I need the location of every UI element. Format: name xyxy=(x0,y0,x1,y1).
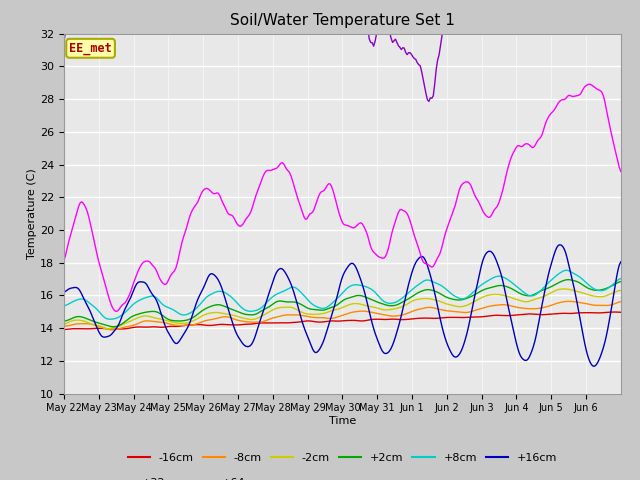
-2cm xyxy=(60,321,68,327)
Legend: +32cm, +64cm: +32cm, +64cm xyxy=(106,474,267,480)
+16cm xyxy=(60,289,68,295)
Line: +8cm: +8cm xyxy=(64,270,621,319)
Line: -8cm: -8cm xyxy=(64,301,621,330)
+8cm xyxy=(97,310,104,316)
+16cm xyxy=(346,261,354,267)
+16cm xyxy=(79,294,87,300)
+32cm xyxy=(458,181,466,187)
-8cm xyxy=(617,299,625,305)
+8cm xyxy=(458,296,466,302)
-16cm xyxy=(97,325,104,331)
+2cm xyxy=(616,279,623,285)
-16cm xyxy=(611,309,619,315)
+16cm xyxy=(589,363,597,369)
Text: EE_met: EE_met xyxy=(69,42,112,55)
+2cm xyxy=(541,286,549,292)
+32cm xyxy=(616,165,623,170)
Title: Soil/Water Temperature Set 1: Soil/Water Temperature Set 1 xyxy=(230,13,455,28)
+32cm xyxy=(617,168,625,174)
-16cm xyxy=(540,312,548,318)
-8cm xyxy=(108,327,116,333)
+32cm xyxy=(60,257,68,263)
-2cm xyxy=(104,326,111,332)
-8cm xyxy=(79,321,87,326)
+64cm xyxy=(60,38,68,44)
Line: +64cm: +64cm xyxy=(64,0,621,101)
X-axis label: Time: Time xyxy=(329,416,356,426)
+8cm xyxy=(348,283,356,288)
-2cm xyxy=(541,293,549,299)
Y-axis label: Temperature (C): Temperature (C) xyxy=(28,168,37,259)
-8cm xyxy=(60,323,68,329)
+32cm xyxy=(348,225,356,230)
+16cm xyxy=(457,349,465,355)
-2cm xyxy=(79,318,87,324)
-8cm xyxy=(541,304,549,310)
+2cm xyxy=(458,297,466,302)
+32cm xyxy=(585,81,593,87)
+16cm xyxy=(616,262,623,268)
-16cm xyxy=(60,326,68,332)
-8cm xyxy=(348,310,356,315)
+2cm xyxy=(109,324,117,330)
Line: +32cm: +32cm xyxy=(64,84,621,312)
-16cm xyxy=(614,309,621,315)
+16cm xyxy=(617,259,625,264)
-2cm xyxy=(348,301,356,307)
-2cm xyxy=(616,288,623,293)
Line: -16cm: -16cm xyxy=(64,312,621,329)
-8cm xyxy=(458,310,466,315)
+2cm xyxy=(564,277,572,283)
+32cm xyxy=(113,309,120,314)
-8cm xyxy=(616,299,623,305)
+32cm xyxy=(97,264,104,270)
+8cm xyxy=(617,276,625,281)
+2cm xyxy=(348,294,356,300)
-2cm xyxy=(458,304,466,310)
Line: +2cm: +2cm xyxy=(64,280,621,327)
-2cm xyxy=(560,286,568,292)
+64cm xyxy=(425,98,433,104)
-16cm xyxy=(346,318,354,324)
+2cm xyxy=(97,321,104,326)
+8cm xyxy=(60,303,68,309)
-16cm xyxy=(617,310,625,315)
+16cm xyxy=(540,293,548,299)
-2cm xyxy=(617,288,625,293)
+16cm xyxy=(97,332,104,337)
-16cm xyxy=(457,315,465,321)
+16cm xyxy=(556,242,564,248)
Line: +16cm: +16cm xyxy=(64,245,621,366)
-8cm xyxy=(97,324,104,329)
+8cm xyxy=(79,296,87,302)
+8cm xyxy=(616,276,623,282)
+2cm xyxy=(617,279,625,285)
+8cm xyxy=(107,316,115,322)
+2cm xyxy=(60,318,68,324)
+8cm xyxy=(563,267,571,273)
Line: -2cm: -2cm xyxy=(64,289,621,329)
+32cm xyxy=(79,200,87,205)
-16cm xyxy=(79,326,87,332)
-8cm xyxy=(564,299,572,304)
+8cm xyxy=(541,283,549,289)
+2cm xyxy=(79,314,87,320)
+32cm xyxy=(541,121,549,127)
-2cm xyxy=(97,324,104,330)
